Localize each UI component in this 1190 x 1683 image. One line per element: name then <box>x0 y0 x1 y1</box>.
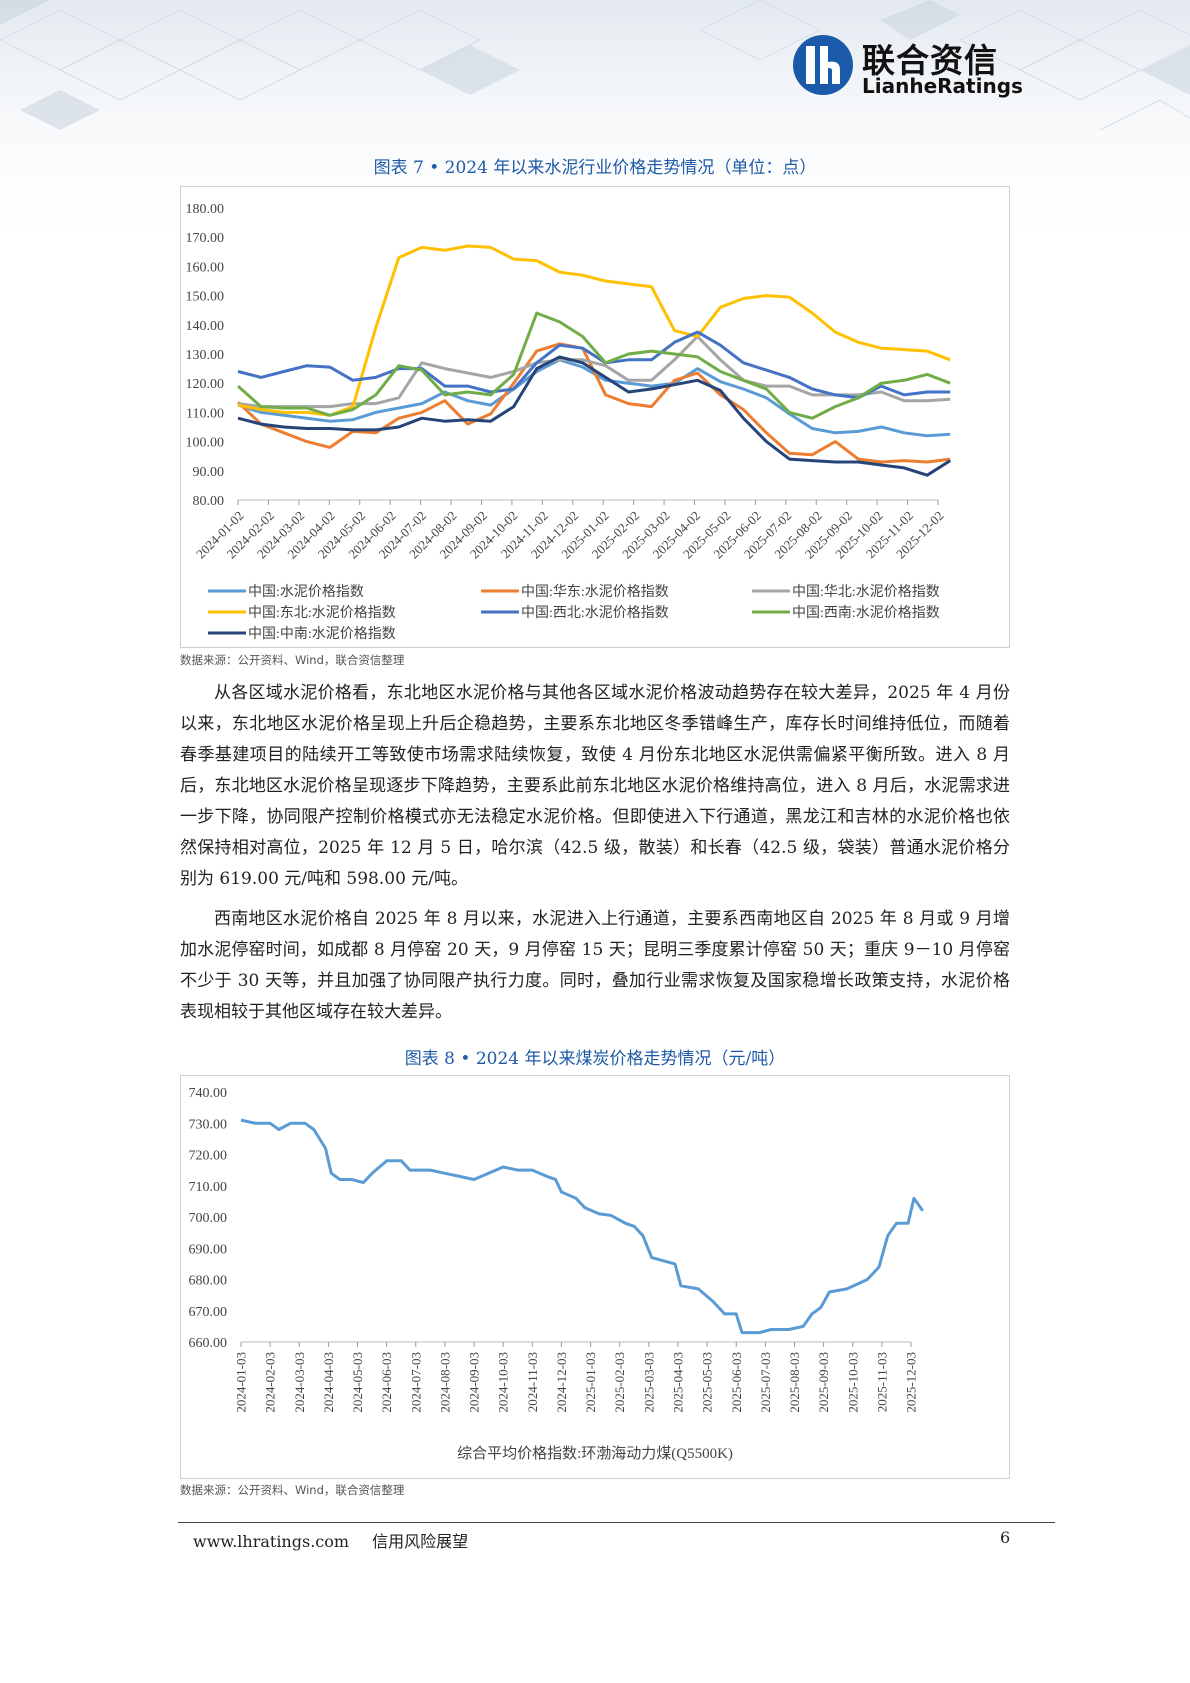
figure7-source: 数据来源：公开资料、Wind，联合资信整理 <box>180 653 405 667</box>
x-tick-label: 2024-10-03 <box>496 1352 511 1413</box>
y-tick-label: 670.00 <box>189 1305 228 1320</box>
y-tick-label: 150.00 <box>186 290 225 305</box>
figure8-source: 数据来源：公开资料、Wind，联合资信整理 <box>180 1483 405 1497</box>
footer-left: www.lhratings.com 信用风险展望 <box>193 1528 486 1552</box>
footer-slogan: 信用风险展望 <box>372 1532 469 1551</box>
x-tick-label: 2025-03-03 <box>641 1352 656 1413</box>
x-axis-label: 综合平均价格指数:环渤海动力煤(Q5500K) <box>457 1445 733 1462</box>
x-tick-label: 2025-08-03 <box>787 1352 802 1413</box>
x-tick-label: 2025-01-03 <box>583 1352 598 1413</box>
x-tick-label: 2025-11-03 <box>874 1352 889 1412</box>
y-tick-label: 100.00 <box>186 436 225 451</box>
figure8-chart-box: 740.00 730.00 720.00 710.00 700.00 690.00 680.… <box>180 1075 1010 1479</box>
y-tick-label: 90.00 <box>193 465 225 480</box>
y-tick-label: 130.00 <box>186 348 225 363</box>
page-number: 6 <box>1000 1528 1011 1547</box>
x-tick-label: 2025-12-03 <box>904 1352 919 1413</box>
figure8-chart: 740.00 730.00 720.00 710.00 700.00 690.00 680.… <box>189 1086 924 1462</box>
y-tick-label: 120.00 <box>186 377 225 392</box>
logo-english-name: LianheRatings <box>862 74 1023 98</box>
y-tick-label: 180.00 <box>186 202 225 217</box>
x-tick-label: 2025-10-03 <box>845 1352 860 1413</box>
series-line <box>237 355 952 477</box>
y-tick-label: 690.00 <box>189 1242 228 1257</box>
y-tick-label: 740.00 <box>189 1086 228 1101</box>
x-tick-label: 2025-05-03 <box>700 1352 715 1413</box>
logo-chinese-name: 联合资信 <box>862 41 998 80</box>
y-tick-label: 730.00 <box>189 1117 228 1132</box>
series-line <box>237 330 951 400</box>
y-tick-label: 110.00 <box>186 406 224 421</box>
figure8-title: 图表 8 • 2024 年以来煤炭价格走势情况（元/吨） <box>404 1049 786 1069</box>
y-tick-label: 140.00 <box>186 319 225 334</box>
legend-label: 中国:水泥价格指数 <box>248 584 364 600</box>
figure7-chart-box: 180.00 170.00 160.00 150.00 140.00 130.00 120.… <box>180 186 1010 648</box>
x-tick-label: 2025-04-03 <box>671 1352 686 1413</box>
y-tick-label: 170.00 <box>186 231 225 246</box>
y-tick-label: 700.00 <box>189 1211 228 1226</box>
legend-label: 中国:中南:水泥价格指数 <box>248 626 396 642</box>
legend-label: 中国:华北:水泥价格指数 <box>792 584 940 600</box>
x-tick-label: 2024-06-03 <box>379 1352 394 1413</box>
x-tick-label: 2024-03-03 <box>292 1352 307 1413</box>
lianhe-logo-mark-icon <box>793 35 853 95</box>
x-tick-label: 2024-09-03 <box>467 1352 482 1413</box>
series-line <box>240 1118 924 1335</box>
y-tick-label: 710.00 <box>189 1180 228 1195</box>
x-tick-label: 2024-07-03 <box>408 1352 423 1413</box>
paragraph-northeast: 从各区域水泥价格看，东北地区水泥价格与其他各区域水泥价格波动趋势存在较大差异，2… <box>180 683 1010 889</box>
legend-label: 中国:东北:水泥价格指数 <box>248 605 396 621</box>
y-tick-label: 660.00 <box>189 1336 228 1351</box>
x-tick-label: 2025-06-03 <box>729 1352 744 1413</box>
x-tick-label: 2024-12-03 <box>554 1352 569 1413</box>
x-tick-label: 2024-04-03 <box>321 1352 336 1413</box>
series-line <box>237 311 951 420</box>
figure7-chart: 180.00 170.00 160.00 150.00 140.00 130.00 120.… <box>186 202 952 642</box>
figure7-title: 图表 7 • 2024 年以来水泥行业价格走势情况（单位：点） <box>373 158 817 178</box>
x-tick-label: 2024-05-03 <box>350 1352 365 1413</box>
paragraph-southwest: 西南地区水泥价格自 2025 年 8 月以来，水泥进入上行通道，主要系西南地区自… <box>180 909 1010 1022</box>
x-tick-label: 2024-08-03 <box>437 1352 452 1413</box>
legend-label: 中国:华东:水泥价格指数 <box>521 584 669 600</box>
x-tick-label: 2024-01-03 <box>234 1352 249 1413</box>
x-tick-label: 2025-09-03 <box>816 1352 831 1413</box>
y-tick-label: 720.00 <box>189 1149 228 1164</box>
x-tick-label: 2024-11-03 <box>525 1352 540 1412</box>
legend-label: 中国:西北:水泥价格指数 <box>521 605 669 621</box>
footer-divider <box>178 1522 1055 1523</box>
lianhe-logo: 联合资信 LianheRatings <box>790 32 1023 102</box>
x-tick-label: 2025-02-03 <box>612 1352 627 1413</box>
y-tick-label: 160.00 <box>186 260 225 275</box>
y-tick-label: 680.00 <box>189 1274 228 1289</box>
y-tick-label: 80.00 <box>193 494 225 509</box>
legend-label: 中国:西南:水泥价格指数 <box>792 605 940 621</box>
footer-website-link[interactable]: www.lhratings.com <box>193 1532 350 1551</box>
x-tick-label: 2024-02-03 <box>263 1352 278 1413</box>
x-tick-label: 2025-07-03 <box>758 1352 773 1413</box>
series-line <box>237 244 951 417</box>
